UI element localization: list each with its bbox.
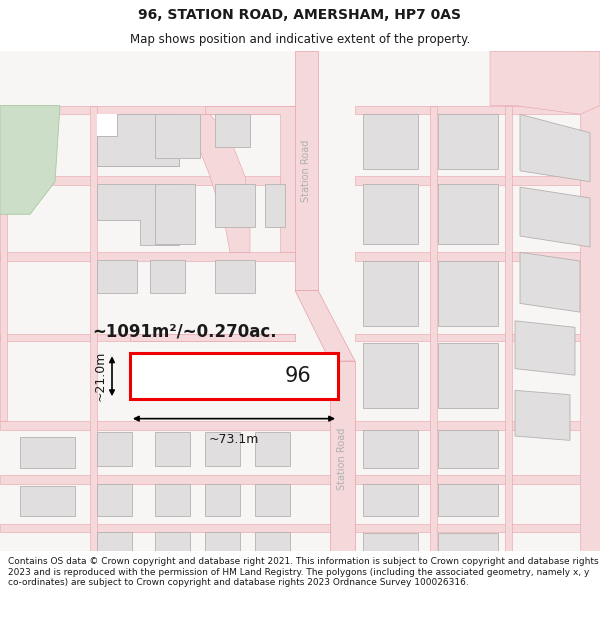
Polygon shape [175, 114, 250, 253]
Bar [20, 437, 75, 468]
Bar [355, 524, 600, 532]
Bar [355, 334, 600, 341]
Bar [255, 484, 290, 516]
Bar [363, 429, 418, 468]
Bar [97, 432, 132, 466]
Bar [155, 432, 190, 466]
Polygon shape [330, 361, 355, 551]
Bar [97, 114, 179, 166]
Bar [355, 253, 600, 261]
Bar [265, 184, 285, 228]
Polygon shape [515, 391, 570, 441]
Text: 96, STATION ROAD, AMERSHAM, HP7 0AS: 96, STATION ROAD, AMERSHAM, HP7 0AS [139, 8, 461, 22]
Polygon shape [520, 187, 590, 247]
Bar [0, 475, 330, 484]
Text: Contains OS data © Crown copyright and database right 2021. This information is : Contains OS data © Crown copyright and d… [8, 558, 599, 587]
Bar [205, 432, 240, 466]
Bar [215, 114, 250, 147]
Bar [155, 532, 190, 551]
Bar [130, 334, 295, 341]
Text: Station Road: Station Road [301, 139, 311, 202]
Polygon shape [515, 321, 575, 375]
Bar [0, 106, 295, 114]
Polygon shape [97, 114, 179, 166]
Bar [20, 486, 75, 516]
Bar [363, 114, 418, 169]
Bar [90, 106, 97, 606]
Bar [438, 429, 498, 468]
Text: 96: 96 [284, 366, 311, 386]
Polygon shape [490, 51, 600, 114]
Bar [155, 484, 190, 516]
Bar [155, 184, 195, 244]
Bar [438, 114, 498, 169]
Bar [363, 261, 418, 326]
Bar [0, 106, 7, 421]
Bar [97, 114, 117, 136]
Bar [355, 421, 600, 429]
Bar [438, 484, 498, 516]
Bar [155, 114, 200, 158]
Bar [438, 184, 498, 244]
Bar [355, 176, 600, 185]
Bar [97, 260, 137, 292]
Bar [438, 261, 498, 326]
Bar [438, 532, 498, 551]
Text: ~73.1m: ~73.1m [209, 432, 259, 446]
Polygon shape [520, 253, 580, 312]
Polygon shape [205, 106, 295, 252]
Bar [0, 253, 295, 261]
Polygon shape [520, 114, 590, 182]
Bar [205, 484, 240, 516]
Bar [215, 184, 255, 228]
Bar [150, 260, 185, 292]
Bar [0, 421, 330, 429]
Bar [215, 260, 255, 292]
Bar [255, 532, 290, 551]
Bar [0, 524, 330, 532]
Polygon shape [97, 184, 179, 245]
Bar [438, 342, 498, 408]
Bar [0, 176, 295, 185]
Bar [0, 334, 295, 341]
Polygon shape [295, 51, 318, 291]
Bar [505, 106, 512, 551]
Bar [205, 532, 240, 551]
Text: ~1091m²/~0.270ac.: ~1091m²/~0.270ac. [92, 322, 277, 341]
Bar [363, 484, 418, 516]
Polygon shape [0, 106, 60, 214]
Text: Map shows position and indicative extent of the property.: Map shows position and indicative extent… [130, 34, 470, 46]
Bar [355, 106, 600, 114]
Polygon shape [295, 291, 355, 361]
Bar [363, 342, 418, 408]
Bar [130, 353, 338, 399]
Bar [363, 184, 418, 244]
Bar [580, 51, 600, 551]
Bar [355, 475, 600, 484]
Text: ~21.0m: ~21.0m [94, 351, 107, 401]
Bar [97, 532, 132, 551]
Bar [363, 532, 418, 551]
Bar [97, 484, 132, 516]
Bar [430, 106, 437, 551]
Text: Station Road: Station Road [337, 428, 347, 490]
Bar [255, 432, 290, 466]
